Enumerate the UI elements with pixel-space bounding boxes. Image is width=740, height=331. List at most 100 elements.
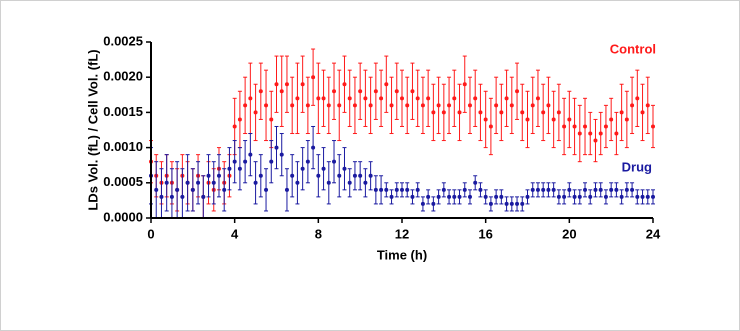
point (426, 194, 431, 199)
point (462, 187, 467, 192)
point (342, 166, 347, 171)
point (630, 103, 635, 108)
x-tick-label: 4 (231, 226, 239, 241)
point (551, 117, 556, 122)
point (603, 194, 608, 199)
point (295, 96, 300, 101)
x-tick-label: 16 (478, 226, 492, 241)
point (415, 96, 420, 101)
point (347, 96, 352, 101)
point (384, 187, 389, 192)
point (169, 194, 174, 199)
point (373, 187, 378, 192)
point (279, 152, 284, 157)
point (619, 110, 624, 115)
point (525, 194, 530, 199)
point (447, 103, 452, 108)
point (499, 110, 504, 115)
point (515, 89, 520, 94)
point (572, 124, 577, 129)
point (467, 194, 472, 199)
point (651, 194, 655, 199)
point (530, 187, 535, 192)
point (562, 124, 567, 129)
point (488, 124, 493, 129)
point (206, 173, 211, 178)
point (420, 201, 425, 206)
point (332, 159, 337, 164)
point (546, 187, 551, 192)
axis-mask (121, 219, 683, 239)
point (614, 131, 619, 136)
x-axis-label: Time (h) (377, 247, 427, 262)
point (290, 103, 295, 108)
point (651, 124, 655, 129)
point (509, 103, 514, 108)
point (567, 117, 572, 122)
point (363, 96, 368, 101)
point (316, 96, 321, 101)
point (520, 201, 525, 206)
point (352, 173, 357, 178)
point (572, 194, 577, 199)
point (567, 187, 572, 192)
point (645, 194, 650, 199)
point (473, 180, 478, 185)
point (488, 201, 493, 206)
y-tick-label: 0.0000 (103, 209, 143, 224)
point (400, 187, 404, 192)
point (426, 96, 431, 101)
point (447, 194, 452, 199)
point (405, 103, 410, 108)
point (368, 103, 373, 108)
point (222, 187, 227, 192)
point (190, 187, 195, 192)
y-tick-label: 0.0010 (103, 139, 143, 154)
point (494, 103, 499, 108)
point (431, 201, 436, 206)
point (394, 89, 399, 94)
point (211, 180, 216, 185)
point (379, 187, 384, 192)
point (436, 103, 441, 108)
legend-entry: Drug (622, 159, 652, 174)
point (478, 187, 483, 192)
point (352, 103, 357, 108)
point (630, 187, 635, 192)
point (603, 124, 608, 129)
point (300, 166, 305, 171)
point (431, 110, 436, 115)
point (645, 103, 650, 108)
point (389, 194, 394, 199)
point (248, 96, 253, 101)
point (243, 159, 248, 164)
point (368, 173, 373, 178)
point (358, 173, 363, 178)
point (635, 96, 640, 101)
point (520, 110, 525, 115)
point (525, 117, 530, 122)
point (389, 103, 394, 108)
point (436, 194, 441, 199)
point (373, 89, 378, 94)
point (410, 89, 415, 94)
point (410, 194, 415, 199)
point (577, 194, 582, 199)
point (332, 89, 337, 94)
point (405, 187, 410, 192)
point (295, 180, 300, 185)
point (499, 194, 504, 199)
point (462, 82, 467, 87)
point (269, 159, 274, 164)
point (311, 75, 316, 80)
point (541, 110, 546, 115)
y-tick-label: 0.0020 (103, 69, 143, 84)
y-tick-label: 0.0025 (103, 33, 143, 48)
point (530, 103, 535, 108)
y-tick-label: 0.0015 (103, 104, 143, 119)
x-tick-label: 24 (646, 226, 661, 241)
point (635, 194, 640, 199)
x-tick-label: 0 (147, 226, 154, 241)
point (253, 180, 258, 185)
